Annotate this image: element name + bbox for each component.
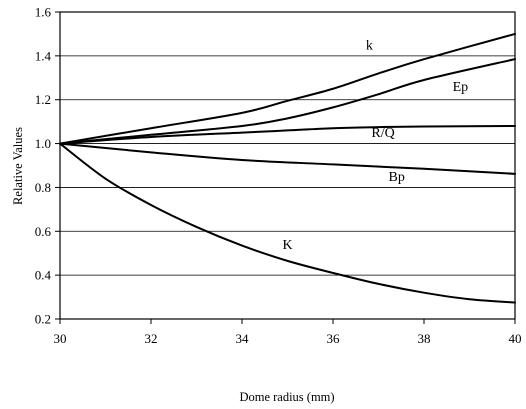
plot-area bbox=[59, 11, 516, 320]
gridlines bbox=[60, 11, 515, 320]
x-tick-label: 30 bbox=[54, 331, 67, 346]
y-tick-label: 1.6 bbox=[35, 5, 52, 20]
y-tick-label: 1.2 bbox=[35, 92, 51, 107]
x-tick-label: 38 bbox=[418, 331, 431, 346]
y-tick-label: 0.6 bbox=[35, 224, 52, 239]
series-line-bp bbox=[59, 142, 516, 175]
y-tick-label: 0.2 bbox=[35, 312, 51, 327]
series-labels: k Ep R/Q Bp K bbox=[282, 38, 468, 253]
x-tick-label: 36 bbox=[327, 331, 341, 346]
x-tick-label: 40 bbox=[509, 331, 522, 346]
series-label-ep: Ep bbox=[453, 80, 469, 95]
series-line-ep bbox=[59, 58, 516, 145]
x-axis-ticks: 30 32 34 36 38 40 bbox=[54, 319, 522, 346]
y-tick-label: 1.4 bbox=[35, 48, 52, 63]
x-tick-label: 32 bbox=[145, 331, 158, 346]
series-label-r-q: R/Q bbox=[371, 126, 394, 141]
y-axis-label: Relative Values bbox=[11, 127, 25, 205]
y-tick-label: 1.0 bbox=[35, 136, 51, 151]
y-axis-ticks: 0.2 0.4 0.6 0.8 1.0 1.2 1.4 1.6 bbox=[35, 5, 60, 327]
series-lines bbox=[59, 32, 516, 304]
x-axis-label: Dome radius (mm) bbox=[239, 390, 334, 404]
series-line-r-q bbox=[59, 125, 516, 145]
y-tick-label: 0.4 bbox=[35, 268, 52, 283]
series-line-k bbox=[59, 142, 516, 304]
series-line-k bbox=[59, 32, 516, 145]
series-label-k: k bbox=[366, 38, 373, 53]
y-tick-label: 0.8 bbox=[35, 180, 51, 195]
x-tick-label: 34 bbox=[236, 331, 250, 346]
series-label-k: K bbox=[282, 238, 292, 253]
series-label-bp: Bp bbox=[389, 170, 405, 185]
